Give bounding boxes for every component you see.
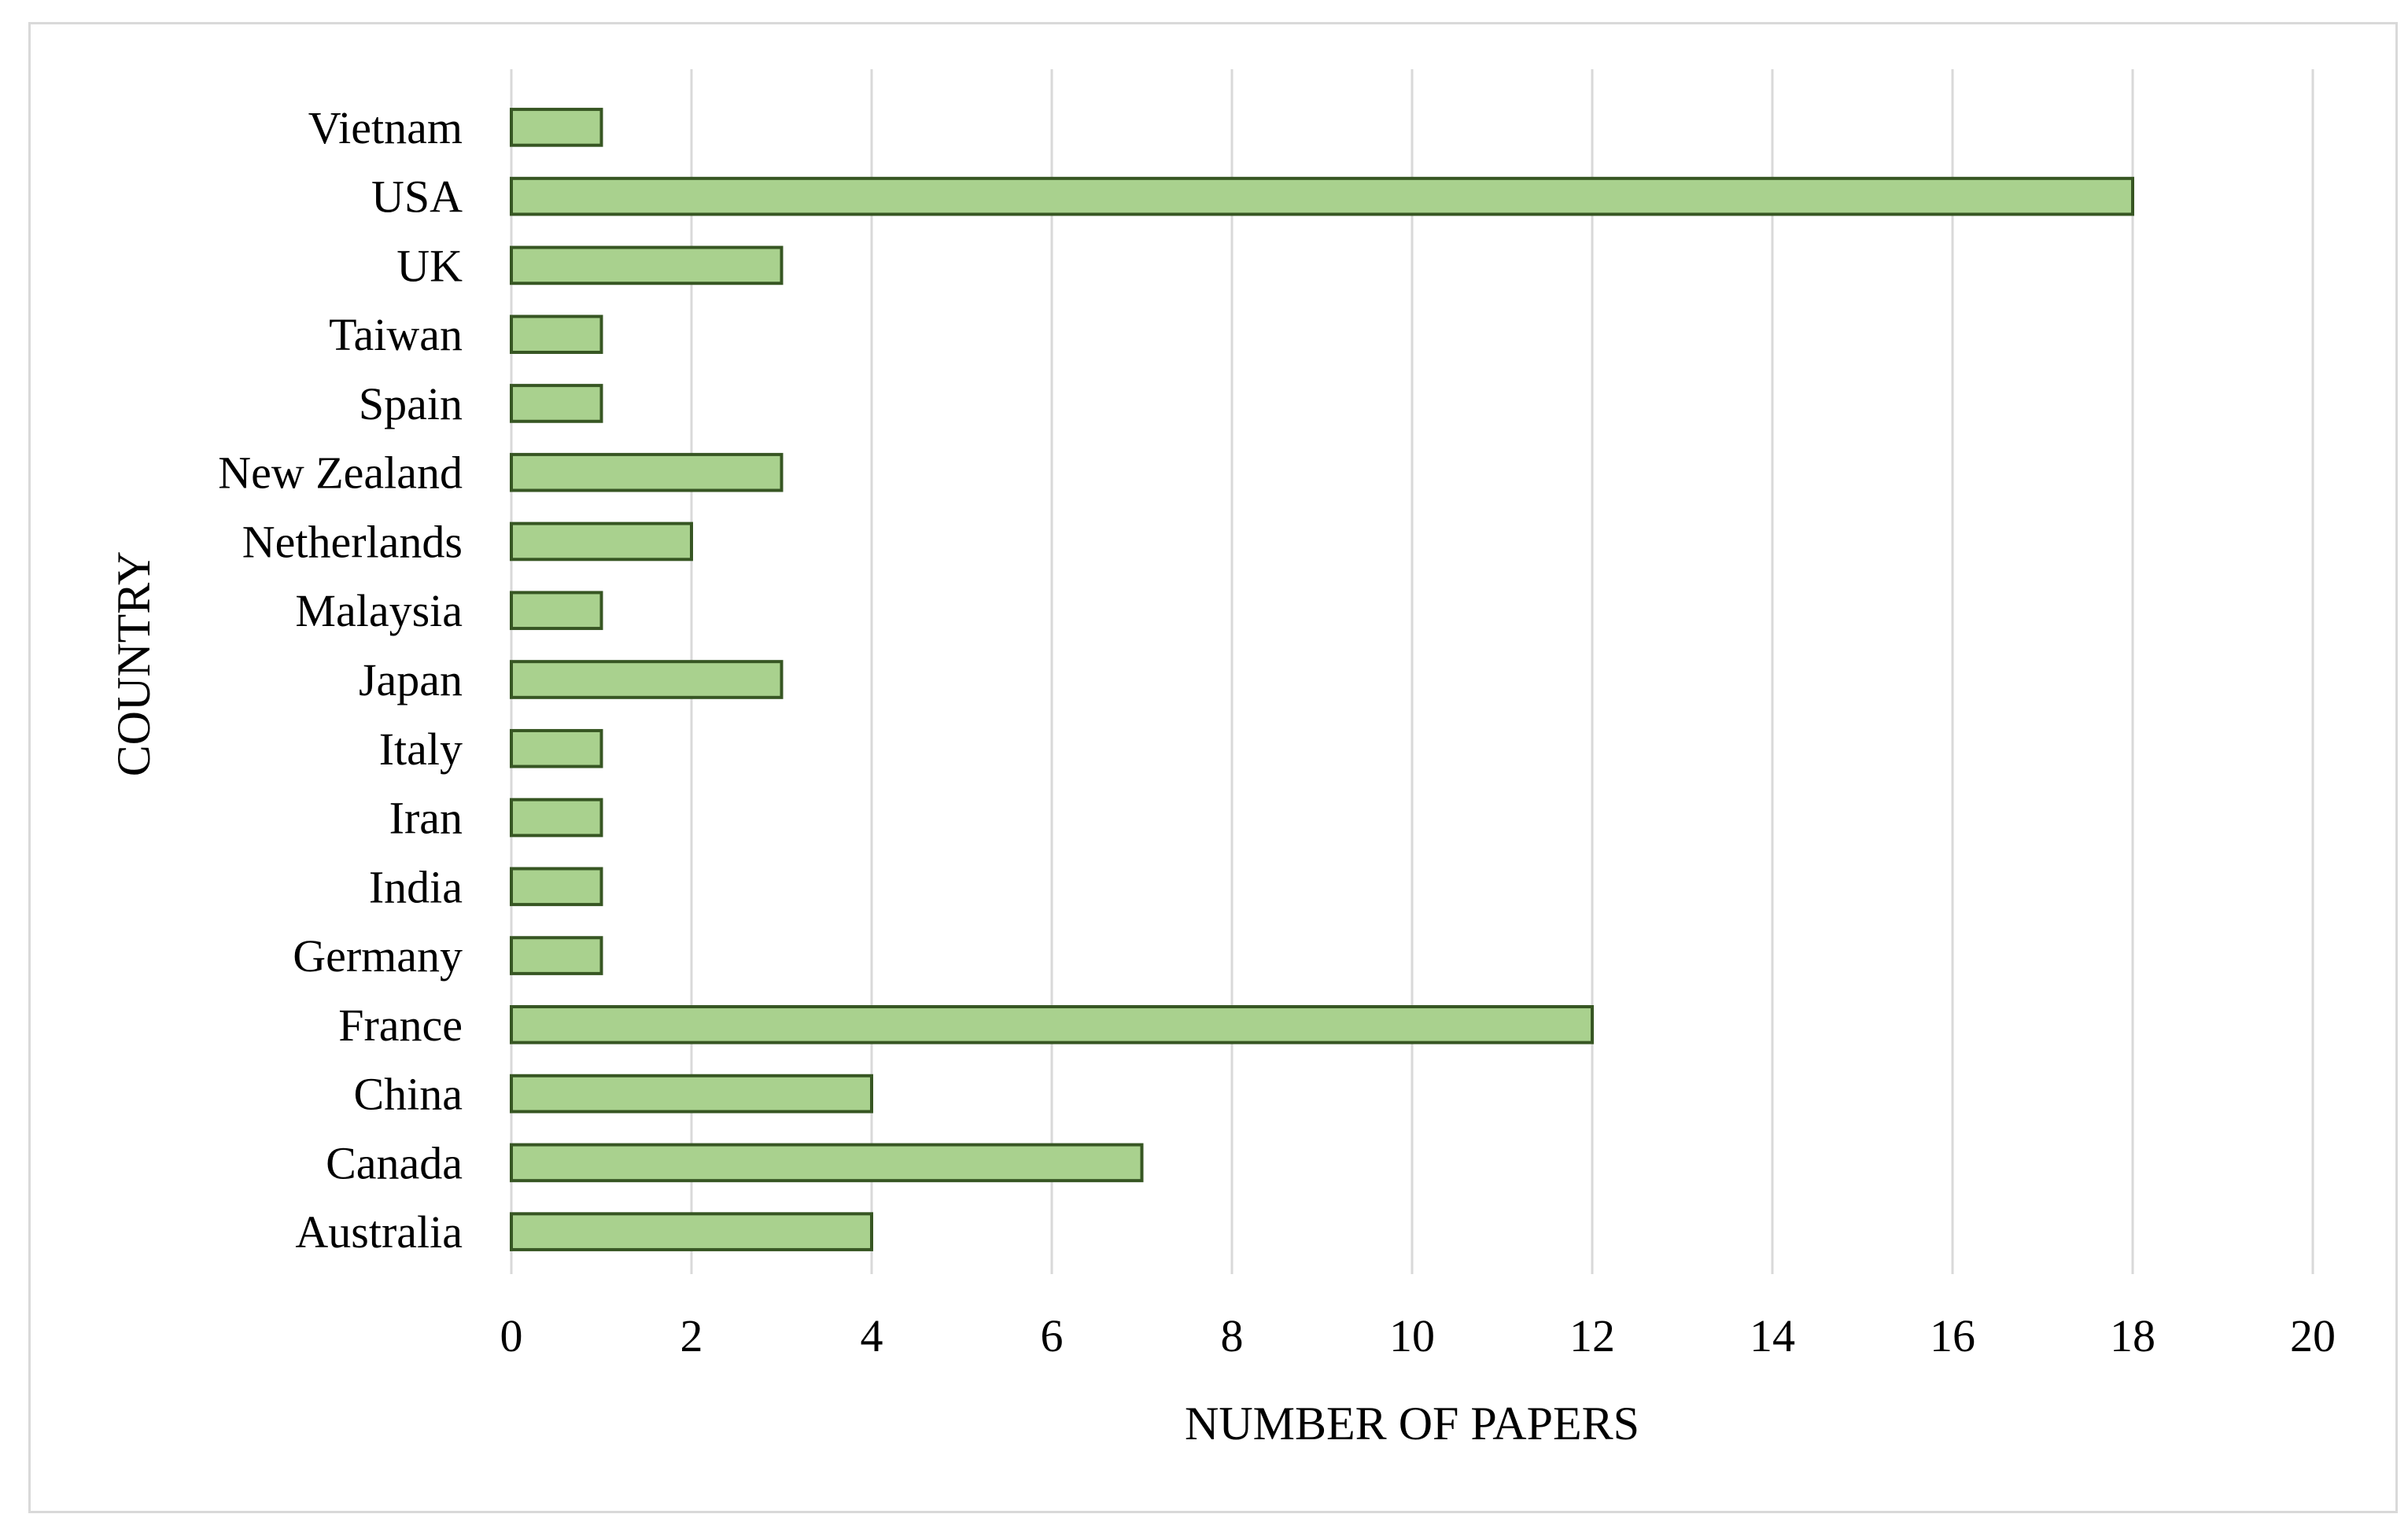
- category-label: India: [369, 861, 463, 912]
- category-label: China: [353, 1069, 463, 1120]
- category-label: Netherlands: [242, 516, 463, 567]
- y-axis-title: COUNTRY: [108, 551, 160, 777]
- x-tick-label: 12: [1569, 1310, 1615, 1361]
- bar-malaysia: [510, 591, 603, 631]
- bar-japan: [510, 660, 784, 699]
- x-tick-label: 20: [2290, 1310, 2336, 1361]
- bar-canada: [510, 1143, 1144, 1183]
- x-tick-label: 14: [1750, 1310, 1795, 1361]
- x-tick-label: 10: [1389, 1310, 1435, 1361]
- category-label: Vietnam: [308, 102, 463, 153]
- x-tick-label: 8: [1221, 1310, 1244, 1361]
- x-tick-label: 0: [500, 1310, 523, 1361]
- x-tick-label: 16: [1930, 1310, 1975, 1361]
- category-label: Iran: [389, 793, 463, 844]
- category-label: Italy: [379, 724, 463, 775]
- bar-germany: [510, 936, 603, 975]
- bar-usa: [510, 176, 2134, 216]
- x-tick-label: 2: [680, 1310, 703, 1361]
- category-label: Canada: [326, 1137, 463, 1188]
- category-labels: Australia Canada China France Germany India Ir…: [218, 102, 463, 1258]
- category-label: Australia: [295, 1206, 463, 1258]
- bar-italy: [510, 728, 603, 768]
- x-axis-title: NUMBER OF PAPERS: [1185, 1398, 1639, 1449]
- category-label: Germany: [293, 930, 463, 982]
- bar-india: [510, 867, 603, 907]
- category-label: Japan: [359, 654, 463, 705]
- category-label: USA: [371, 171, 463, 223]
- bar-uk: [510, 245, 784, 285]
- category-label: Spain: [359, 378, 463, 429]
- bar-australia: [510, 1212, 873, 1251]
- bar-china: [510, 1074, 873, 1114]
- category-label: France: [338, 1000, 463, 1051]
- bar-netherlands: [510, 521, 693, 562]
- chart-frame: [28, 22, 2398, 1513]
- x-tick-labels: 0 2 4 6 8 10 12 14 16 18 20: [500, 1310, 2336, 1361]
- category-label: Taiwan: [329, 309, 463, 360]
- x-tick-label: 6: [1041, 1310, 1064, 1361]
- category-label: UK: [396, 240, 463, 291]
- bar-spain: [510, 384, 603, 423]
- bar-iran: [510, 797, 603, 838]
- x-tick-label: 4: [861, 1310, 883, 1361]
- x-tick-label: 18: [2110, 1310, 2155, 1361]
- bar-vietnam: [510, 108, 603, 147]
- category-label: New Zealand: [218, 448, 463, 499]
- bars: [510, 108, 2134, 1251]
- bar-taiwan: [510, 315, 603, 354]
- bar-france: [510, 1005, 1594, 1044]
- category-label: Malaysia: [295, 585, 463, 636]
- bar-new-zealand: [510, 452, 784, 492]
